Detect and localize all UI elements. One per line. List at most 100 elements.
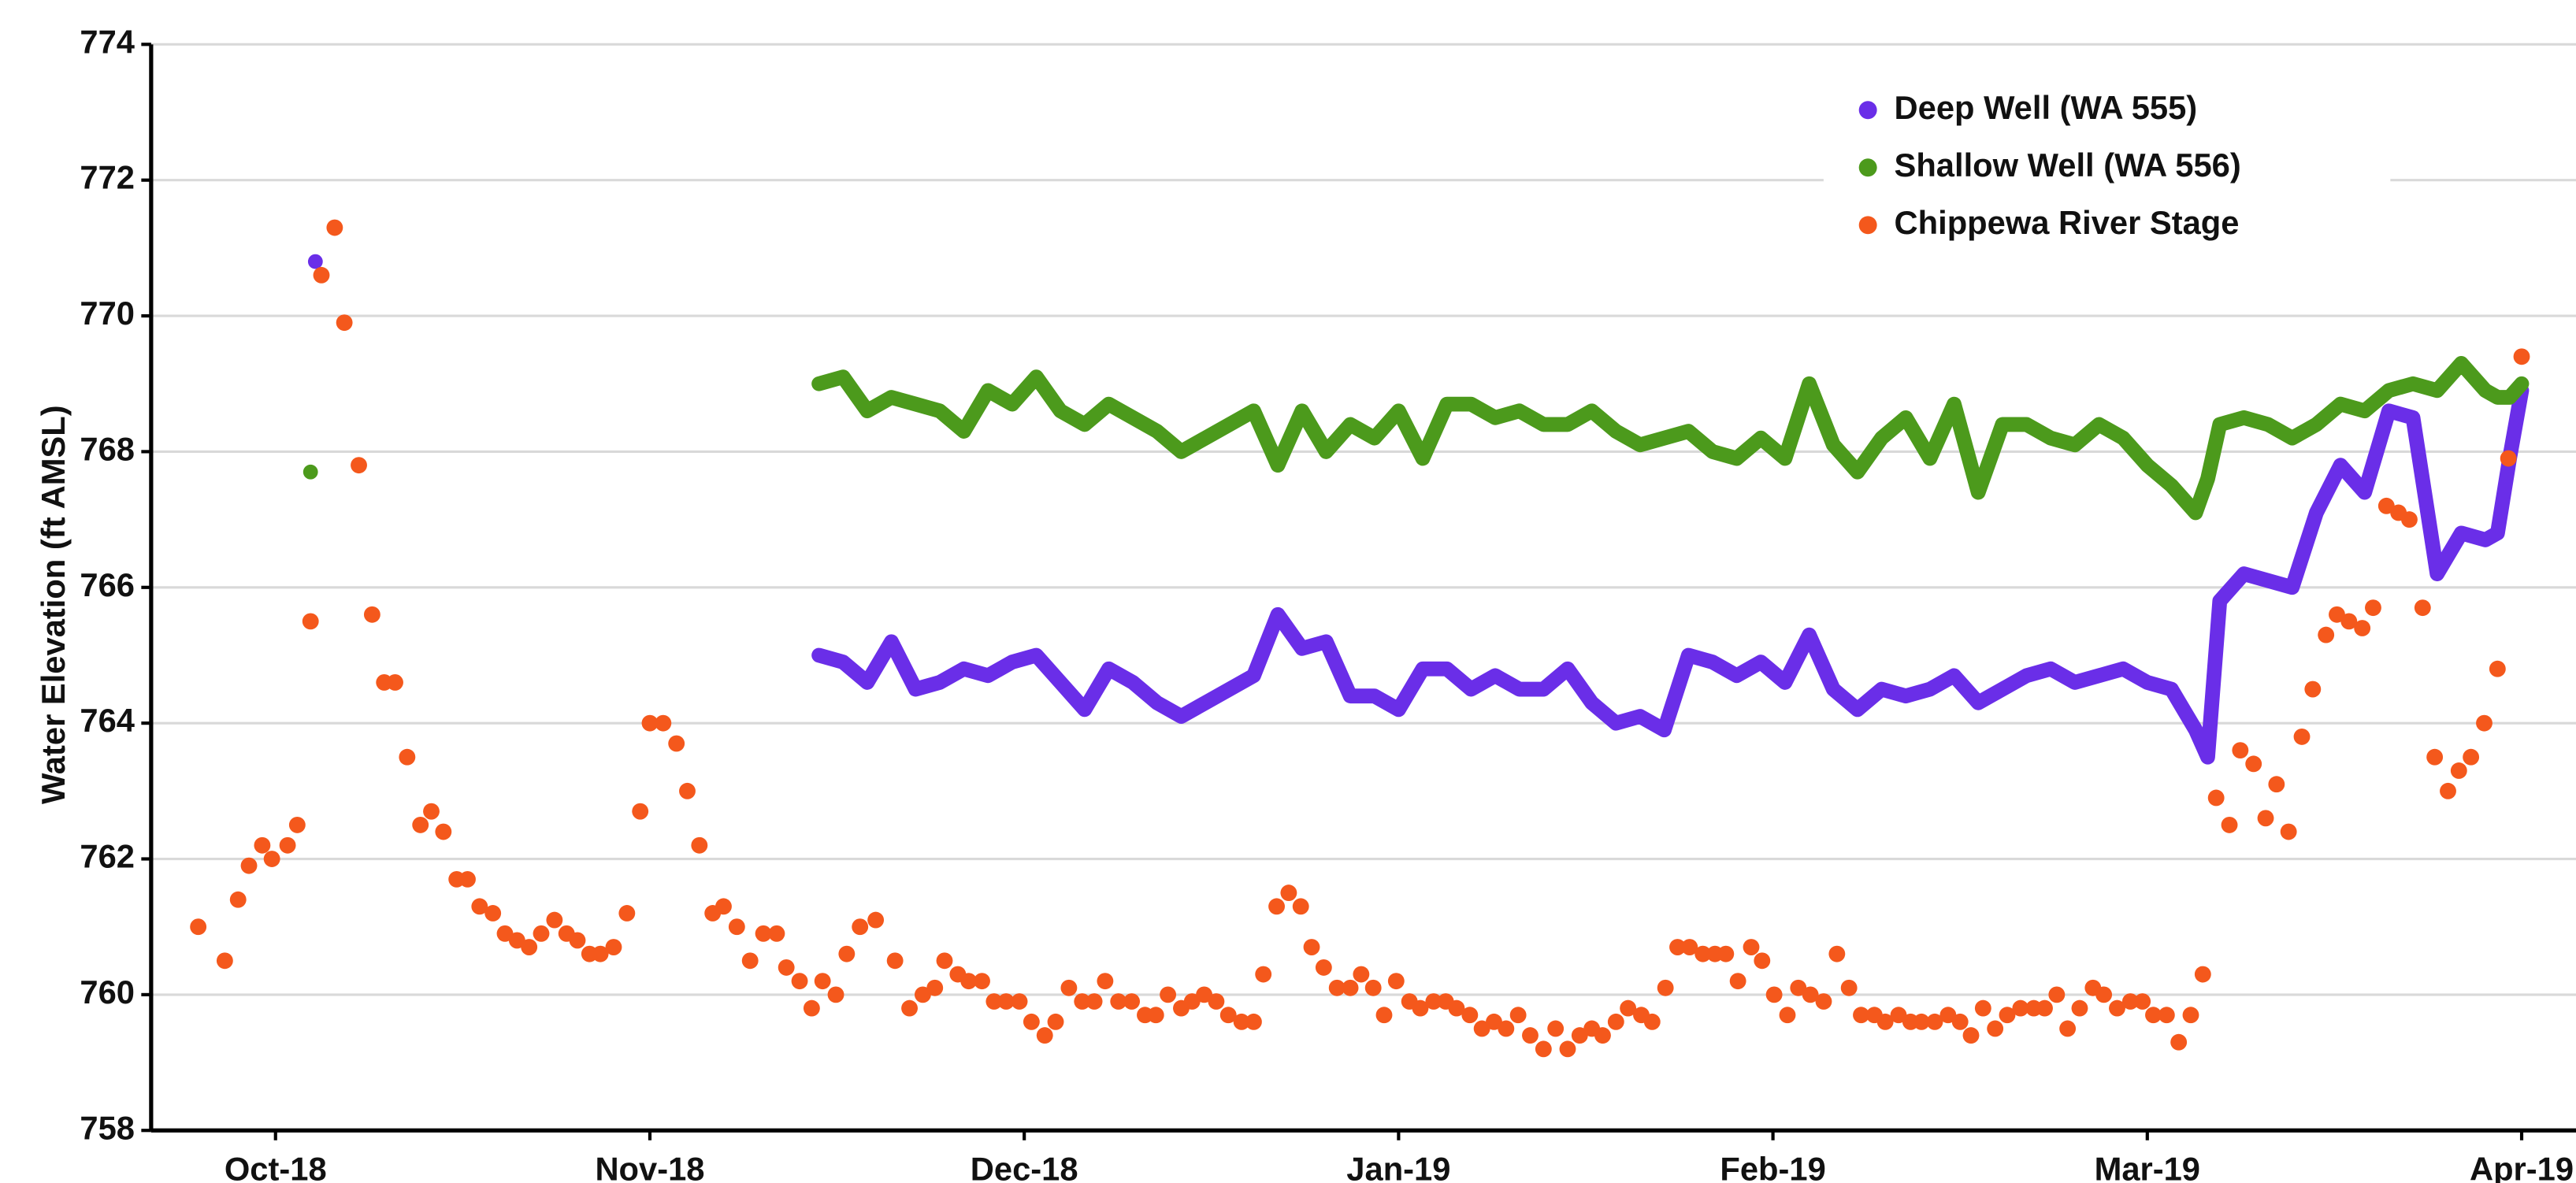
scatter-point bbox=[1280, 884, 1297, 902]
scatter-point bbox=[2170, 1033, 2188, 1051]
y-tick-label: 764 bbox=[80, 702, 135, 739]
scatter-point bbox=[2232, 742, 2249, 759]
scatter-point bbox=[1292, 898, 1309, 915]
scatter-point bbox=[1011, 993, 1028, 1010]
legend-marker bbox=[1858, 158, 1877, 177]
scatter-point bbox=[1620, 999, 1637, 1017]
scatter-point bbox=[1522, 1027, 1539, 1044]
scatter-point bbox=[2012, 999, 2029, 1017]
scatter-point bbox=[1571, 1027, 1588, 1044]
scatter-point bbox=[1183, 993, 1201, 1010]
scatter-point bbox=[533, 925, 550, 942]
x-tick-label: Nov-18 bbox=[595, 1150, 704, 1183]
scatter-point bbox=[1815, 993, 1832, 1010]
scatter-point bbox=[240, 857, 258, 874]
scatter-point bbox=[2463, 748, 2480, 766]
scatter-point bbox=[1047, 1013, 1064, 1030]
scatter-point bbox=[2245, 755, 2262, 773]
scatter-point bbox=[655, 714, 672, 732]
scatter-point bbox=[1160, 986, 1177, 1003]
legend-label: Shallow Well (WA 556) bbox=[1895, 146, 2241, 184]
scatter-point bbox=[229, 891, 247, 908]
scatter-point bbox=[569, 932, 586, 949]
scatter-point bbox=[1939, 1007, 1957, 1024]
scatter-point bbox=[1448, 999, 1465, 1017]
scatter-point bbox=[1643, 1013, 1661, 1030]
scatter-point bbox=[2280, 823, 2297, 840]
scatter-point bbox=[1245, 1013, 1262, 1030]
scatter-point bbox=[2134, 993, 2151, 1010]
x-tick-label: Feb-19 bbox=[1720, 1150, 1825, 1183]
scatter-point bbox=[2071, 999, 2088, 1017]
scatter-point bbox=[1509, 1007, 1527, 1024]
scatter-point bbox=[1987, 1020, 2004, 1037]
scatter-point bbox=[279, 836, 296, 854]
scatter-point bbox=[263, 851, 280, 867]
scatter-point bbox=[2489, 660, 2506, 677]
scatter-point bbox=[1375, 1007, 1393, 1024]
scatter-point bbox=[1268, 898, 1285, 915]
scatter-point bbox=[2513, 348, 2530, 365]
scatter-point bbox=[1473, 1020, 1490, 1037]
scatter-point bbox=[1412, 999, 1429, 1017]
scatter-point bbox=[886, 952, 904, 970]
scatter-point bbox=[2450, 762, 2467, 779]
scatter-point bbox=[768, 925, 785, 942]
scatter-point bbox=[632, 803, 649, 820]
scatter-point bbox=[508, 932, 525, 949]
scatter-point bbox=[791, 973, 808, 990]
x-tick-label: Mar-19 bbox=[2095, 1150, 2200, 1183]
scatter-point bbox=[1951, 1013, 1969, 1030]
scatter-point bbox=[1926, 1013, 1943, 1030]
scatter-point bbox=[484, 905, 502, 922]
scatter-point bbox=[2318, 626, 2335, 643]
scatter-point bbox=[2145, 1007, 2162, 1024]
scatter-point bbox=[1681, 939, 1698, 955]
y-tick-label: 762 bbox=[80, 838, 135, 875]
scatter-point bbox=[755, 925, 772, 942]
x-tick-label: Jan-19 bbox=[1346, 1150, 1450, 1183]
y-tick-label: 774 bbox=[80, 23, 135, 60]
scatter-point bbox=[715, 898, 732, 915]
scatter-point bbox=[399, 748, 416, 766]
scatter-point bbox=[2354, 620, 2371, 636]
scatter-point bbox=[459, 870, 476, 888]
scatter-point bbox=[302, 613, 319, 630]
scatter-point bbox=[1023, 1013, 1040, 1030]
scatter-point bbox=[387, 674, 403, 691]
legend-box bbox=[1823, 73, 2391, 255]
scatter-point bbox=[1498, 1020, 1515, 1037]
scatter-point bbox=[412, 816, 429, 833]
scatter-point bbox=[326, 219, 343, 236]
scatter-point bbox=[471, 898, 488, 915]
scatter-point bbox=[914, 986, 931, 1003]
scatter-point bbox=[1853, 1007, 1869, 1024]
scatter-point bbox=[926, 979, 944, 996]
legend-label: Deep Well (WA 555) bbox=[1895, 89, 2198, 126]
legend-label: Chippewa River Stage bbox=[1895, 204, 2240, 241]
scatter-point bbox=[1315, 959, 1332, 976]
scatter-point bbox=[936, 952, 953, 970]
scatter-point bbox=[852, 918, 869, 936]
scatter-point bbox=[190, 918, 207, 936]
scatter-point bbox=[1364, 979, 1382, 996]
scatter-point bbox=[592, 945, 609, 962]
scatter-point bbox=[2440, 782, 2456, 799]
scatter-point bbox=[1086, 993, 1103, 1010]
scatter-point bbox=[1535, 1040, 1552, 1058]
scatter-point bbox=[1036, 1027, 1053, 1044]
legend-marker bbox=[1858, 101, 1877, 120]
scatter-point bbox=[1694, 945, 1712, 962]
x-tick-label: Dec-18 bbox=[971, 1150, 1078, 1183]
scatter-point bbox=[1828, 945, 1846, 962]
scatter-point bbox=[2426, 748, 2444, 766]
scatter-point bbox=[1342, 979, 1359, 996]
scatter-point bbox=[618, 905, 636, 922]
scatter-point bbox=[288, 816, 306, 833]
line-point bbox=[307, 254, 323, 269]
y-axis-label: Water Elevation (ft AMSL) bbox=[35, 405, 72, 804]
scatter-point bbox=[1097, 973, 1114, 990]
y-tick-label: 766 bbox=[80, 566, 135, 603]
scatter-point bbox=[2158, 1007, 2175, 1024]
